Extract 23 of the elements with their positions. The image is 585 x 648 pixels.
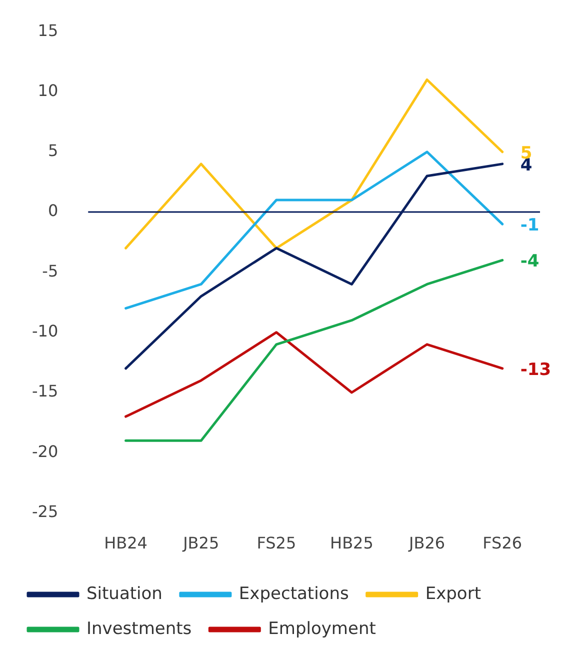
legend-label: Expectations — [238, 584, 349, 604]
x-tick-label: JB26 — [408, 534, 446, 553]
y-tick-label: -15 — [32, 382, 58, 401]
data-label: -4 — [520, 252, 540, 272]
y-tick-label: 15 — [38, 20, 58, 40]
legend-label: Employment — [268, 618, 376, 639]
y-tick-label: -25 — [32, 502, 58, 521]
x-tick-label: JB25 — [182, 534, 220, 553]
legend-label: Investments — [86, 618, 192, 639]
y-tick-label: 5 — [48, 141, 58, 160]
x-tick-label: FS26 — [482, 534, 522, 553]
data-label: -13 — [520, 360, 552, 380]
y-tick-label: -5 — [42, 261, 58, 280]
y-tick-label: 0 — [48, 201, 58, 220]
legend-label: Export — [425, 584, 482, 604]
x-tick-label: HB25 — [330, 534, 374, 553]
y-tick-label: -20 — [32, 442, 58, 461]
legend-label: Situation — [86, 584, 162, 604]
x-tick-label: FS25 — [256, 534, 296, 553]
data-label: -1 — [520, 216, 540, 236]
y-tick-label: 10 — [38, 80, 58, 100]
y-tick-label: -10 — [32, 322, 58, 341]
x-tick-label: HB24 — [104, 534, 148, 553]
